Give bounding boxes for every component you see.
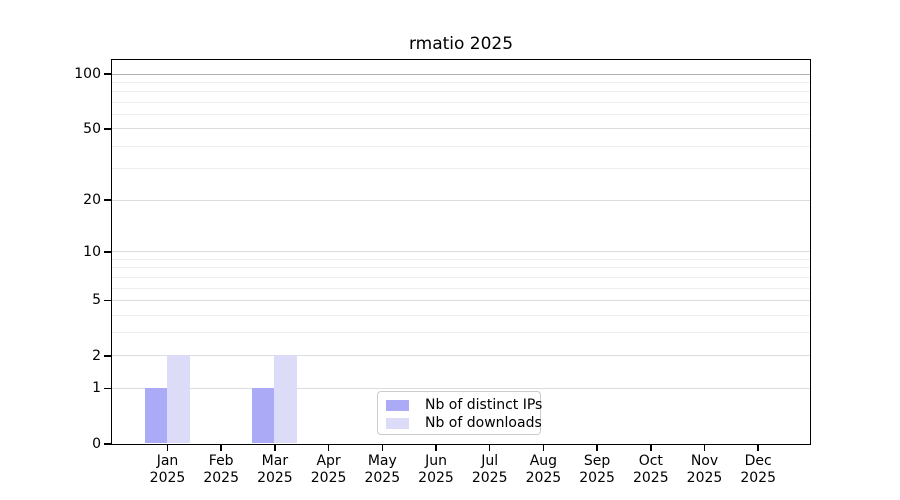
x-tick-year: 2025	[364, 469, 401, 486]
legend-label: Nb of downloads	[425, 415, 542, 431]
x-tick-year: 2025	[310, 469, 347, 486]
y-tick-label-100: 100	[74, 66, 101, 83]
x-tick-month: Jan	[156, 453, 179, 469]
x-tick-year: 2025	[257, 469, 293, 486]
legend-row-nb-of-downloads: Nb of downloads	[384, 414, 542, 432]
x-tick-label-may: May 2025	[347, 453, 417, 486]
gridline-minor-40	[111, 145, 810, 147]
bar-nb-of-downloads-mar	[274, 355, 297, 444]
y-tick-5	[104, 299, 112, 302]
gridline-minor-9	[111, 259, 810, 260]
x-tick-month: Nov	[690, 453, 719, 469]
x-tick-label-jan: Jan 2025	[133, 453, 203, 486]
y-tick-label-10: 10	[83, 243, 101, 260]
x-tick-sep	[596, 444, 598, 451]
gridline-major-1	[111, 387, 810, 389]
gridline-minor-80	[111, 91, 810, 93]
gridline-major-100	[111, 73, 810, 75]
x-tick-year: 2025	[579, 469, 615, 486]
x-tick-label-oct: Oct 2025	[616, 453, 686, 486]
y-tick-50	[104, 128, 112, 130]
gridline-minor-8	[111, 267, 810, 269]
x-tick-feb	[220, 444, 222, 451]
x-tick-jul	[488, 444, 491, 451]
x-tick-month: May	[367, 453, 397, 469]
x-tick-label-aug: Aug 2025	[508, 453, 578, 486]
x-tick-jun	[435, 444, 437, 451]
x-tick-month: Jun	[425, 453, 447, 469]
gridline-major-20	[111, 199, 810, 201]
x-tick-label-sep: Sep 2025	[562, 453, 632, 486]
x-tick-label-nov: Nov 2025	[670, 453, 740, 486]
bar-nb-of-downloads-jan	[167, 355, 190, 444]
y-tick-label-50: 50	[83, 120, 101, 137]
bar-nb-of-distinct-ips-mar	[251, 387, 275, 444]
x-tick-may	[381, 444, 384, 451]
x-tick-year: 2025	[740, 469, 776, 486]
chart-title: rmatio 2025	[408, 34, 514, 54]
nb-of-distinct-ips-swatch-icon	[386, 399, 409, 411]
gridline-major-10	[111, 251, 810, 253]
x-tick-month: Mar	[261, 453, 289, 469]
x-tick-month: Feb	[208, 453, 234, 469]
x-tick-label-dec: Dec 2025	[723, 453, 793, 486]
bar-nb-of-distinct-ips-jan	[144, 387, 167, 444]
y-tick-10	[104, 251, 112, 253]
x-tick-month: Apr	[316, 453, 341, 469]
x-tick-year: 2025	[149, 469, 186, 486]
y-tick-label-2: 2	[92, 347, 101, 364]
x-tick-jan	[166, 444, 169, 451]
x-tick-oct	[650, 444, 652, 451]
y-tick-20	[104, 199, 112, 201]
x-tick-month: Oct	[638, 453, 663, 469]
x-tick-aug	[542, 444, 545, 451]
x-tick-month: Jul	[481, 453, 499, 469]
gridline-minor-7	[111, 276, 810, 278]
x-tick-year: 2025	[203, 469, 239, 486]
gridline-minor-6	[111, 287, 810, 289]
y-tick-label-0: 0	[92, 436, 101, 452]
x-tick-year: 2025	[418, 469, 454, 486]
y-tick-1	[104, 387, 112, 390]
x-tick-year: 2025	[632, 469, 669, 486]
gridline-minor-4	[111, 314, 810, 316]
y-tick-2	[104, 355, 112, 357]
gridline-minor-3	[111, 332, 810, 334]
x-tick-month: Dec	[744, 453, 772, 469]
x-tick-year: 2025	[686, 469, 723, 486]
legend-label: Nb of distinct IPs	[425, 397, 543, 413]
y-tick-label-1: 1	[92, 380, 101, 397]
gridline-major-2	[111, 355, 810, 357]
x-tick-nov	[703, 444, 706, 451]
x-tick-mar	[274, 444, 276, 451]
gridline-minor-60	[111, 114, 810, 116]
gridline-major-5	[111, 299, 810, 301]
y-tick-label-5: 5	[92, 292, 101, 309]
x-tick-year: 2025	[471, 469, 508, 486]
y-tick-0	[104, 443, 112, 445]
x-tick-label-feb: Feb 2025	[186, 453, 256, 486]
x-tick-label-apr: Apr 2025	[294, 453, 364, 486]
x-tick-year: 2025	[525, 469, 562, 486]
x-tick-label-jul: Jul 2025	[455, 453, 525, 486]
gridline-minor-90	[111, 82, 810, 84]
plot-area	[110, 58, 811, 445]
x-tick-label-jun: Jun 2025	[401, 453, 471, 486]
y-tick-label-20: 20	[83, 192, 101, 209]
legend: Nb of distinct IPs Nb of downloads	[377, 391, 542, 435]
nb-of-downloads-swatch-icon	[386, 417, 409, 429]
x-tick-label-mar: Mar 2025	[240, 453, 310, 486]
gridline-major-50	[111, 128, 810, 130]
x-tick-month: Sep	[583, 453, 611, 469]
gridline-minor-30	[111, 168, 810, 170]
x-tick-month: Aug	[529, 453, 558, 469]
x-tick-dec	[757, 444, 759, 451]
x-tick-apr	[327, 444, 330, 451]
legend-row-nb-of-distinct-ips: Nb of distinct IPs	[384, 396, 542, 414]
y-tick-100	[104, 73, 112, 75]
gridline-minor-70	[111, 101, 810, 103]
